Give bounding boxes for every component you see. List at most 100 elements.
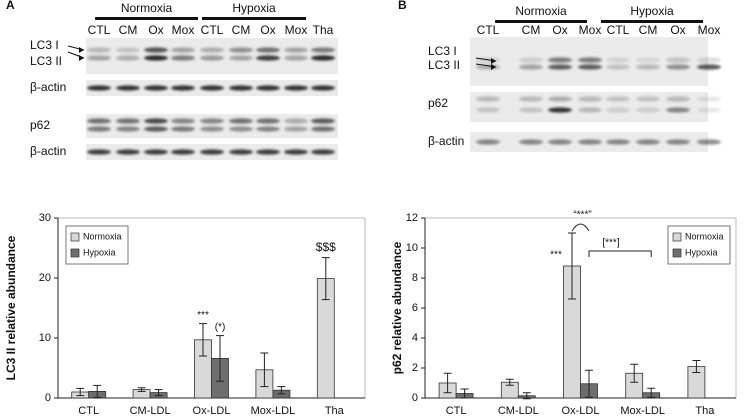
blot-strip bbox=[86, 114, 338, 138]
blot-band bbox=[200, 47, 224, 53]
lane-label: CTL bbox=[607, 23, 630, 37]
y-tick-label: 0 bbox=[412, 392, 418, 404]
x-tick-label: CM-LDL bbox=[130, 405, 171, 417]
error-bar bbox=[277, 386, 286, 395]
y-tick-label: 6 bbox=[412, 302, 418, 314]
blot-band bbox=[144, 149, 168, 155]
lane-label: Mox bbox=[698, 23, 721, 37]
legend-swatch bbox=[70, 248, 80, 258]
error-bar bbox=[137, 387, 146, 392]
blot-band bbox=[284, 149, 308, 155]
x-tick-label: Tha bbox=[325, 405, 345, 417]
panel-letter: B bbox=[398, 0, 407, 12]
significance-label: [***] bbox=[602, 238, 619, 249]
error-bar bbox=[505, 378, 514, 386]
y-tick-label: 20 bbox=[39, 272, 51, 284]
x-tick-label: Mox-LDL bbox=[620, 405, 665, 417]
blot-band bbox=[87, 47, 111, 53]
legend-swatch bbox=[672, 248, 682, 258]
arrow-head bbox=[491, 64, 496, 70]
blot-band bbox=[200, 118, 224, 124]
blot-band bbox=[519, 107, 543, 113]
blot-band bbox=[311, 126, 335, 132]
blot-band bbox=[697, 96, 721, 102]
blot-band bbox=[256, 149, 280, 155]
blot-row-label: LC3 II bbox=[30, 54, 62, 68]
x-tick-label: CM-LDL bbox=[498, 405, 539, 417]
blot-band bbox=[284, 126, 308, 132]
blot-band bbox=[144, 85, 168, 91]
condition-underline bbox=[95, 17, 198, 20]
blot-row-label: LC3 I bbox=[428, 44, 457, 58]
blot-band bbox=[87, 118, 111, 124]
blot-band bbox=[578, 96, 602, 102]
blot-band bbox=[548, 64, 572, 70]
error-bar bbox=[76, 387, 85, 397]
error-bar bbox=[647, 387, 656, 398]
blot-band bbox=[697, 57, 721, 63]
lane-label: Mox bbox=[579, 23, 602, 37]
blot-band bbox=[144, 55, 168, 61]
lane-label: Mox bbox=[285, 23, 308, 37]
condition-label: Hypoxia bbox=[630, 4, 674, 18]
significance-label: $$$ bbox=[316, 240, 336, 254]
blot-band bbox=[116, 126, 140, 132]
y-tick-label: 2 bbox=[412, 362, 418, 374]
blot-band bbox=[666, 96, 690, 102]
blot-band bbox=[606, 139, 630, 145]
legend-box bbox=[65, 225, 129, 265]
error-bar bbox=[460, 388, 469, 399]
y-axis-title: LC3 II relative abundance bbox=[4, 235, 18, 380]
blot-band bbox=[606, 96, 630, 102]
blot-band bbox=[144, 118, 168, 124]
lane-label: CM bbox=[232, 23, 251, 37]
error-bar bbox=[585, 369, 593, 398]
blot-band bbox=[256, 85, 280, 91]
blot-band bbox=[87, 85, 111, 91]
lane-label: Mox bbox=[172, 23, 195, 37]
x-tick-label: Ox-LDL bbox=[562, 405, 600, 417]
blot-band bbox=[666, 64, 690, 70]
x-tick-label: Tha bbox=[695, 405, 715, 417]
blot-band bbox=[229, 55, 253, 61]
blot-band bbox=[229, 126, 253, 132]
blot-band bbox=[519, 64, 543, 70]
condition-label: Normoxia bbox=[515, 4, 567, 18]
blot-row-label: LC3 I bbox=[30, 38, 59, 52]
error-bar bbox=[522, 392, 531, 400]
y-tick-label: 4 bbox=[412, 332, 418, 344]
blot-band bbox=[311, 118, 335, 124]
error-bar bbox=[154, 389, 163, 397]
error-bar bbox=[692, 360, 701, 373]
blot-band bbox=[311, 55, 335, 61]
blot-band bbox=[548, 107, 572, 113]
legend-swatch bbox=[70, 232, 80, 242]
blot-band bbox=[87, 149, 111, 155]
condition-underline bbox=[601, 20, 703, 23]
blot-band bbox=[229, 149, 253, 155]
blot-band bbox=[171, 55, 195, 61]
blot-band bbox=[697, 107, 721, 113]
error-bar bbox=[630, 363, 639, 383]
error-bar bbox=[260, 352, 269, 388]
legend-label: Hypoxia bbox=[83, 247, 116, 257]
blot-band bbox=[229, 85, 253, 91]
legend-box bbox=[667, 225, 731, 265]
error-bar bbox=[199, 323, 207, 357]
blot-row-label: β-actin bbox=[30, 144, 66, 158]
blot-band bbox=[229, 118, 253, 124]
blot-band bbox=[311, 149, 335, 155]
significance-bracket bbox=[588, 250, 652, 257]
blot-band bbox=[229, 47, 253, 53]
blot-band bbox=[697, 64, 721, 70]
blot-band bbox=[519, 96, 543, 102]
y-tick-label: 30 bbox=[39, 212, 51, 224]
blot-band bbox=[116, 55, 140, 61]
blot-band bbox=[171, 47, 195, 53]
lane-label: CTL bbox=[88, 23, 111, 37]
blot-band bbox=[606, 64, 630, 70]
lane-label: Ox bbox=[148, 23, 163, 37]
y-axis-title: p62 relative abundance bbox=[390, 241, 404, 374]
error-bar bbox=[443, 372, 452, 394]
